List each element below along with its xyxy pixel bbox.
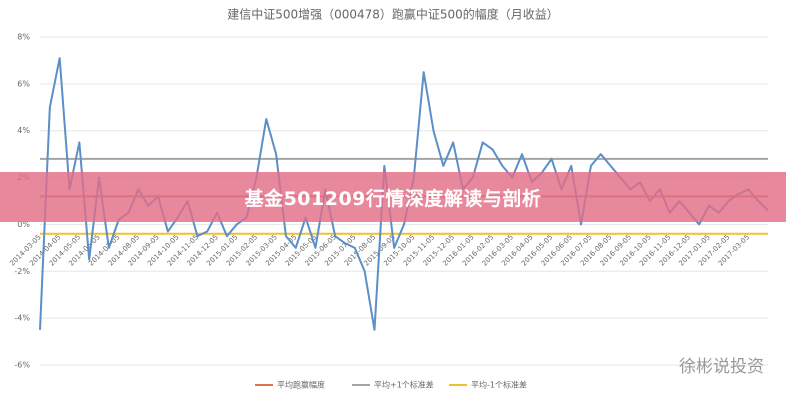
y-tick-label: -6% (14, 361, 30, 370)
legend-label: 平均跑赢幅度 (277, 380, 325, 390)
y-tick-label: 4% (17, 126, 30, 135)
y-tick-label: 0% (17, 220, 30, 229)
watermark: 徐彬说投资 (679, 357, 764, 377)
y-tick-label: 8% (17, 33, 30, 42)
legend-label: 平均+1个标准差 (374, 380, 434, 390)
chart-title: 建信中证500增强（000478）跑赢中证500的幅度（月收益） (227, 7, 559, 22)
legend-label: 平均-1个标准差 (471, 380, 527, 390)
y-tick-label: -2% (14, 267, 30, 276)
y-tick-label: 6% (17, 79, 30, 88)
y-tick-label: -4% (14, 314, 30, 323)
banner: 基金501209行情深度解读与剖析 (0, 172, 786, 222)
